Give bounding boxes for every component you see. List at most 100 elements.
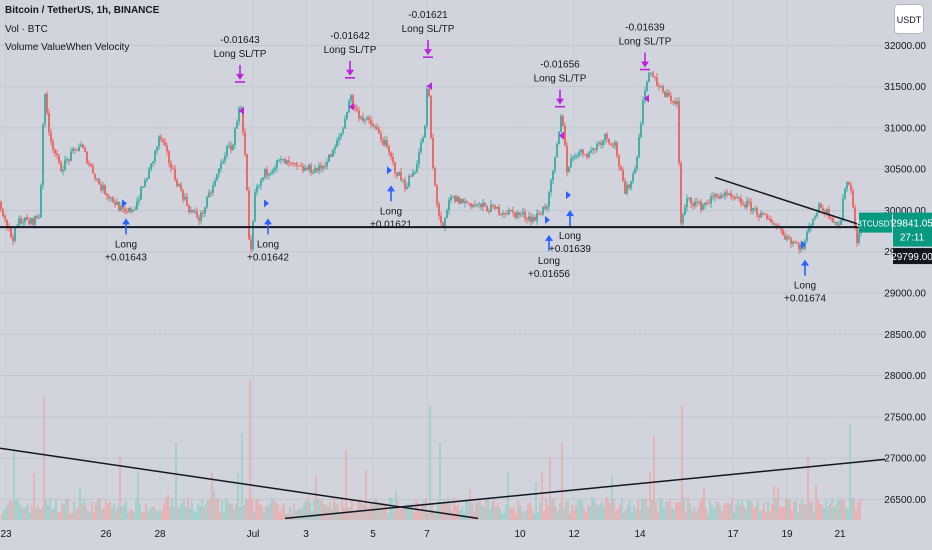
exit-signal-value: -0.01621 (408, 10, 448, 21)
indicator-legend[interactable]: Volume ValueWhen Velocity (5, 42, 130, 53)
time-axis[interactable]: 23 26 28 Jul 3 5 7 10 12 14 17 19 21 (0, 520, 932, 550)
candle-body (770, 218, 772, 223)
volume-bars (1, 380, 861, 520)
volume-bar (617, 508, 619, 520)
volume-bar (133, 512, 135, 520)
volume-bar (753, 507, 755, 520)
volume-bar (261, 505, 263, 520)
long-arrowhead-icon (122, 218, 130, 225)
candle-body (482, 202, 484, 208)
candle-body (602, 140, 604, 145)
volume-bar (807, 457, 809, 520)
volume-bar (249, 380, 251, 520)
candle-body (388, 146, 390, 153)
candle-body (522, 212, 524, 215)
candle-body (0, 202, 2, 210)
volume-bar (197, 503, 199, 520)
volume-bar (367, 508, 369, 520)
symbol-legend[interactable]: Bitcoin / TetherUS, 1h, BINANCE (5, 5, 160, 16)
candle-body (254, 192, 256, 221)
volume-bar (421, 503, 423, 520)
volume-bar (143, 511, 145, 520)
price-axis[interactable]: 26500.00 27000.00 27500.00 28000.00 28500.00… (857, 0, 932, 550)
volume-bar (647, 507, 649, 520)
volume-bar (501, 513, 503, 520)
candle-body (474, 204, 476, 206)
candle-body (704, 202, 706, 205)
currency-button[interactable]: USDT (894, 4, 924, 34)
candle-body (42, 124, 44, 186)
candle-body (420, 142, 422, 153)
candle-body (516, 212, 518, 218)
volume-bar (177, 507, 179, 520)
candle-body (30, 218, 32, 224)
candle-body (418, 152, 420, 165)
volume-bar (259, 504, 261, 520)
price-tick-label: 26500.00 (884, 495, 926, 506)
volume-bar (669, 499, 671, 520)
candle-body (224, 155, 226, 161)
candle-body (352, 95, 354, 106)
candle-body (52, 141, 54, 150)
volume-bar (803, 503, 805, 520)
candle-body (196, 211, 198, 218)
candle-body (20, 218, 22, 224)
volume-bar (543, 510, 545, 520)
long-entry-marker-icon (545, 215, 550, 224)
candle-body (546, 206, 548, 209)
candle-body (820, 203, 822, 209)
candle-body (22, 222, 24, 224)
volume-bar (363, 504, 365, 520)
volume-bar (473, 511, 475, 520)
volume-bar (7, 504, 9, 520)
volume-bar (339, 511, 341, 520)
candle-body (124, 208, 126, 212)
candle-body (756, 208, 758, 216)
time-tick-label: 12 (568, 529, 580, 540)
candle-body (724, 192, 726, 197)
volume-bar (763, 502, 765, 520)
volume-bar (285, 513, 287, 520)
candle-body (210, 192, 212, 194)
time-tick-label: 14 (634, 529, 646, 540)
exit-arrowhead-icon (424, 49, 432, 56)
volume-bar (57, 512, 59, 520)
volume-bar (377, 501, 379, 520)
volume-bar (203, 506, 205, 520)
candle-body (730, 193, 732, 197)
volume-bar (317, 498, 319, 520)
candle-body (152, 161, 154, 164)
candle-body (50, 132, 52, 142)
candle-body (466, 201, 468, 203)
volume-bar (509, 507, 511, 520)
volume-bar (417, 502, 419, 520)
volume-bar (181, 502, 183, 520)
candle-body (110, 197, 112, 199)
candle-body (218, 168, 220, 175)
candle-body (586, 154, 588, 158)
volume-bar (387, 513, 389, 520)
candle-body (112, 197, 114, 202)
volume-legend[interactable]: Vol · BTC (5, 24, 48, 35)
candle-body (580, 149, 582, 153)
trendline-volume-ascending (284, 458, 891, 520)
candle-body (300, 165, 302, 167)
candle-body (552, 170, 554, 181)
candle-body (668, 92, 670, 96)
long-arrowhead-icon (264, 218, 272, 225)
volume-bar (239, 506, 241, 520)
volume-bar (419, 511, 421, 520)
volume-bar (593, 498, 595, 520)
volume-bar (705, 507, 707, 520)
volume-bar (305, 500, 307, 520)
volume-bar (343, 507, 345, 520)
candle-body (96, 178, 98, 180)
volume-bar (381, 502, 383, 520)
volume-bar (111, 508, 113, 520)
volume-bar (457, 504, 459, 520)
candle-body (844, 188, 846, 199)
volume-bar (291, 513, 293, 520)
candle-body (222, 160, 224, 163)
